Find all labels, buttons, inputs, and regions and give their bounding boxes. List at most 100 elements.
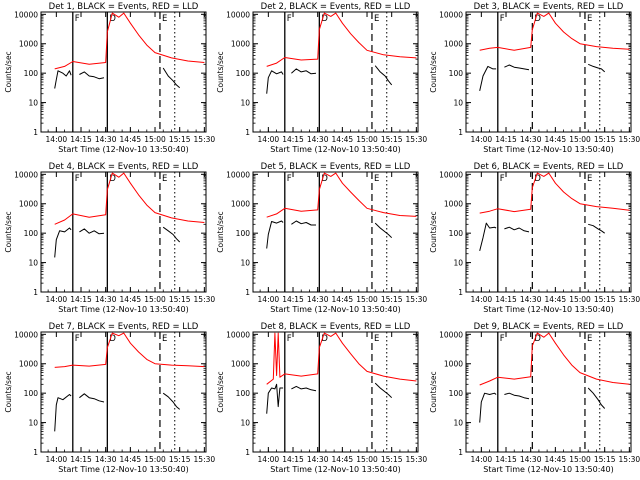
y-tick-label: 10 <box>240 259 250 268</box>
series-events-segment-3 <box>374 222 393 239</box>
series-events-segment-2 <box>504 392 530 400</box>
y-tick-label: 10000 <box>439 330 463 339</box>
event-marker-label: D <box>321 174 328 184</box>
x-tick-label: 15:00 <box>144 295 166 304</box>
detector-panel-5: Det 5, BLACK = Events, RED = LLD 1 10 100 10… <box>216 162 427 314</box>
y-tick-label: 10000 <box>226 10 250 19</box>
plot-frame <box>252 171 419 293</box>
y-tick-label: 100 <box>236 229 251 238</box>
x-tick-label: 14:30 <box>520 135 542 144</box>
series-lld-segment-1 <box>266 332 417 385</box>
y-axis-label: Counts/sec <box>4 371 13 412</box>
y-tick-label: 10000 <box>14 170 38 179</box>
x-tick-label: 14:15 <box>282 135 304 144</box>
series-lld-segment-1 <box>479 12 630 51</box>
y-tick-label: 100 <box>24 229 39 238</box>
series-events-segment-3 <box>588 223 605 234</box>
x-tick-label: 14:00 <box>471 135 493 144</box>
series-lld-segment-1 <box>266 172 417 218</box>
series-events-segment-1 <box>479 392 497 423</box>
x-tick-label: 15:15 <box>169 135 191 144</box>
event-marker-label: F <box>75 14 80 24</box>
x-tick-label: 15:00 <box>356 135 378 144</box>
y-tick-label: 1000 <box>19 360 38 369</box>
y-axis-label: Counts/sec <box>216 371 225 412</box>
event-marker-label: D <box>321 14 328 24</box>
y-tick-label: 1000 <box>19 200 38 209</box>
series-events-segment-2 <box>79 393 105 403</box>
series-events-segment-3 <box>588 63 606 73</box>
y-axis-label: Counts/sec <box>4 211 13 252</box>
series-events-segment-3 <box>587 387 606 409</box>
y-axis-label: Counts/sec <box>429 371 438 412</box>
x-tick-label: 14:15 <box>282 455 304 464</box>
x-tick-label: 14:00 <box>471 295 493 304</box>
x-tick-label: 14:15 <box>70 295 92 304</box>
x-tick-label: 14:00 <box>46 135 68 144</box>
x-axis-label: Start Time (12-Nov-10 13:50:40) <box>270 145 400 154</box>
x-tick-label: 14:45 <box>332 295 354 304</box>
x-tick-label: 15:00 <box>144 455 166 464</box>
y-axis-label: Counts/sec <box>216 51 225 92</box>
x-tick-label: 15:15 <box>594 455 616 464</box>
panel-title: Det 4, BLACK = Events, RED = LLD <box>49 162 199 172</box>
event-marker-label: E <box>587 14 592 24</box>
y-tick-label: 10 <box>453 259 463 268</box>
series-events-segment-1 <box>266 220 284 249</box>
event-marker-label: F <box>500 174 505 184</box>
series-events-segment-2 <box>79 71 105 80</box>
y-tick-label: 1 <box>245 448 250 457</box>
x-tick-label: 15:15 <box>169 455 191 464</box>
series-events-segment-2 <box>504 226 530 233</box>
series-lld-segment-1 <box>479 332 630 386</box>
event-marker-label: E <box>162 174 167 184</box>
y-tick-label: 100 <box>449 229 464 238</box>
y-tick-label: 1000 <box>444 360 463 369</box>
series-events-segment-2 <box>291 220 316 226</box>
x-axis-label: Start Time (12-Nov-10 13:50:40) <box>270 305 400 314</box>
y-tick-label: 1000 <box>19 40 38 49</box>
y-tick-label: 1000 <box>231 360 250 369</box>
y-axis-label: Counts/sec <box>429 51 438 92</box>
y-tick-label: 10000 <box>14 330 38 339</box>
series-events-segment-1 <box>54 70 72 89</box>
x-tick-label: 14:00 <box>258 455 280 464</box>
x-tick-label: 14:30 <box>95 455 117 464</box>
x-tick-label: 14:45 <box>545 295 567 304</box>
plot-frame <box>465 11 632 133</box>
series-lld-segment-1 <box>266 12 417 67</box>
y-tick-label: 10 <box>453 99 463 108</box>
x-tick-label: 15:15 <box>381 135 403 144</box>
x-tick-label: 14:45 <box>332 135 354 144</box>
panel-title: Det 6, BLACK = Events, RED = LLD <box>474 162 624 172</box>
y-tick-label: 100 <box>24 389 39 398</box>
x-tick-label: 15:00 <box>569 455 591 464</box>
y-tick-label: 100 <box>236 389 251 398</box>
y-tick-label: 10 <box>240 99 250 108</box>
x-axis-label: Start Time (12-Nov-10 13:50:40) <box>270 465 400 474</box>
x-tick-label: 15:00 <box>356 295 378 304</box>
y-axis-label: Counts/sec <box>429 211 438 252</box>
y-tick-label: 1000 <box>444 40 463 49</box>
x-axis-label: Start Time (12-Nov-10 13:50:40) <box>483 305 613 314</box>
y-tick-label: 1 <box>458 288 463 297</box>
event-marker-label: D <box>534 14 541 24</box>
plot-frame <box>252 11 419 133</box>
x-tick-label: 14:00 <box>46 455 68 464</box>
series-events-segment-1 <box>54 394 72 432</box>
series-events-segment-3 <box>162 67 181 89</box>
x-tick-label: 14:30 <box>307 135 329 144</box>
series-events-segment-3 <box>162 226 181 243</box>
detector-panel-4: Det 4, BLACK = Events, RED = LLD 1 10 100 10… <box>4 162 215 314</box>
detector-panel-9: Det 9, BLACK = Events, RED = LLD 1 10 100 10… <box>429 322 640 474</box>
x-tick-label: 15:00 <box>356 455 378 464</box>
event-marker-label: F <box>287 14 292 24</box>
y-tick-label: 10 <box>28 259 38 268</box>
series-lld-segment-1 <box>479 172 630 214</box>
x-axis-label: Start Time (12-Nov-10 13:50:40) <box>58 465 188 474</box>
event-marker-label: D <box>109 334 116 344</box>
x-tick-label: 15:30 <box>619 295 640 304</box>
panel-title: Det 7, BLACK = Events, RED = LLD <box>49 322 199 332</box>
series-events-segment-1 <box>266 70 284 94</box>
